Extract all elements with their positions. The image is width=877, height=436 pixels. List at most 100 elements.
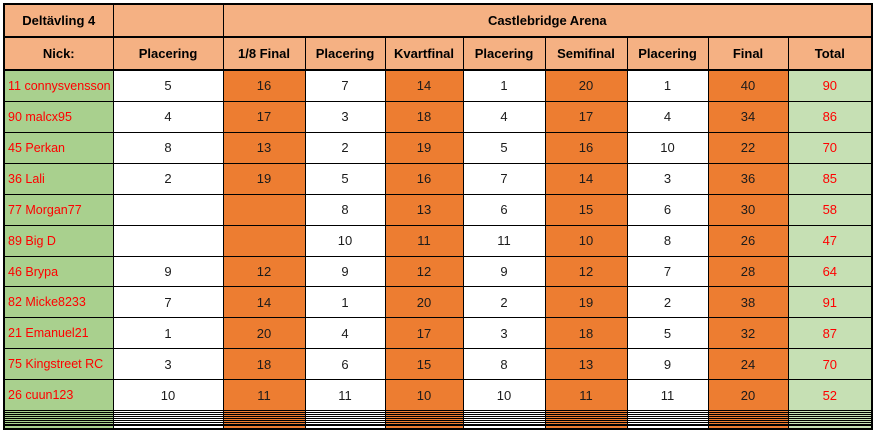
stage-final-cell: 20: [707, 379, 789, 412]
total-cell: 91: [787, 286, 873, 319]
stage-kvartfinal-cell: 18: [384, 101, 464, 133]
stage-semifinal-cell: 14: [544, 162, 628, 195]
placering-cell: 7: [112, 286, 224, 319]
placering-cell: 8: [626, 224, 709, 257]
stage-final-cell: 26: [707, 224, 789, 257]
stage-semifinal-cell: [544, 425, 628, 430]
empty-row: [3, 425, 873, 430]
stage-final-cell: 30: [707, 193, 789, 226]
player-nick-cell: 45 Perkan: [3, 131, 114, 164]
placering-cell: 5: [304, 162, 386, 195]
column-header-row: Nick: Placering 1/8 Final Placering Kvar…: [3, 36, 873, 71]
stage-18final-cell: 11: [222, 379, 306, 412]
placering-cell: 6: [462, 193, 546, 226]
col-header-placering-4: Placering: [626, 36, 709, 71]
placering-cell: 10: [304, 224, 386, 257]
placering-cell: 5: [112, 69, 224, 103]
header-spacer-cell: [112, 3, 224, 38]
player-nick-cell: 75 Kingstreet RC: [3, 348, 114, 381]
stage-semifinal-cell: 12: [544, 255, 628, 288]
stage-kvartfinal-cell: 10: [384, 379, 464, 412]
arena-title: Castlebridge Arena: [222, 3, 873, 38]
placering-cell: 4: [112, 101, 224, 133]
placering-cell: 5: [626, 317, 709, 350]
stage-semifinal-cell: 17: [544, 101, 628, 133]
placering-cell: [112, 425, 224, 430]
placering-cell: 1: [304, 286, 386, 319]
player-nick-cell: 36 Lali: [3, 162, 114, 195]
stage-final-cell: 22: [707, 131, 789, 164]
stage-semifinal-cell: 19: [544, 286, 628, 319]
total-cell: 85: [787, 162, 873, 195]
stage-semifinal-cell: 10: [544, 224, 628, 257]
stage-final-cell: [707, 425, 789, 430]
col-header-kvartfinal: Kvartfinal: [384, 36, 464, 71]
player-nick-cell: 90 malcx95: [3, 101, 114, 133]
col-header-nick: Nick:: [3, 36, 114, 71]
stage-kvartfinal-cell: 16: [384, 162, 464, 195]
col-header-semifinal: Semifinal: [544, 36, 628, 71]
player-nick-cell: 77 Morgan77: [3, 193, 114, 226]
table-row: 46 Brypa 9 12 9 12 9 12 7 28 64: [3, 255, 873, 288]
table-row: 11 connysvensson 5 16 7 14 1 20 1 40 90: [3, 69, 873, 103]
stage-18final-cell: 18: [222, 348, 306, 381]
placering-cell: [304, 425, 386, 430]
stage-kvartfinal-cell: 14: [384, 69, 464, 103]
placering-cell: 3: [626, 162, 709, 195]
stage-18final-cell: [222, 224, 306, 257]
placering-cell: 6: [304, 348, 386, 381]
table-row: 21 Emanuel21 1 20 4 17 3 18 5 32 87: [3, 317, 873, 350]
stage-kvartfinal-cell: 12: [384, 255, 464, 288]
total-cell: 47: [787, 224, 873, 257]
col-header-placering-1: Placering: [112, 36, 224, 71]
results-table: Deltävling 4 Castlebridge Arena Nick: Pl…: [3, 3, 874, 430]
stage-final-cell: 28: [707, 255, 789, 288]
player-nick-cell: 89 Big D: [3, 224, 114, 257]
placering-cell: [626, 425, 709, 430]
stage-semifinal-cell: 15: [544, 193, 628, 226]
player-nick-cell: [3, 425, 114, 430]
placering-cell: [112, 193, 224, 226]
placering-cell: 4: [626, 101, 709, 133]
stage-18final-cell: 19: [222, 162, 306, 195]
player-nick-cell: 21 Emanuel21: [3, 317, 114, 350]
stage-semifinal-cell: 18: [544, 317, 628, 350]
table-row: 77 Morgan77 8 13 6 15 6 30 58: [3, 193, 873, 226]
placering-cell: 11: [462, 224, 546, 257]
stage-semifinal-cell: 11: [544, 379, 628, 412]
table-row: 45 Perkan 8 13 2 19 5 16 10 22 70: [3, 131, 873, 164]
table-row: 36 Lali 2 19 5 16 7 14 3 36 85: [3, 162, 873, 195]
col-header-placering-3: Placering: [462, 36, 546, 71]
placering-cell: 9: [304, 255, 386, 288]
stage-kvartfinal-cell: 15: [384, 348, 464, 381]
placering-cell: 4: [462, 101, 546, 133]
stage-18final-cell: [222, 193, 306, 226]
placering-cell: 2: [626, 286, 709, 319]
placering-cell: 8: [462, 348, 546, 381]
placering-cell: [112, 224, 224, 257]
placering-cell: 9: [462, 255, 546, 288]
player-nick-cell: 11 connysvensson: [3, 69, 114, 103]
player-nick-cell: 26 cuun123: [3, 379, 114, 412]
stage-semifinal-cell: 20: [544, 69, 628, 103]
stage-18final-cell: 17: [222, 101, 306, 133]
placering-cell: 2: [112, 162, 224, 195]
placering-cell: 1: [626, 69, 709, 103]
total-cell: 70: [787, 348, 873, 381]
placering-cell: 8: [112, 131, 224, 164]
placering-cell: 5: [462, 131, 546, 164]
stage-kvartfinal-cell: 11: [384, 224, 464, 257]
placering-cell: 2: [304, 131, 386, 164]
placering-cell: 2: [462, 286, 546, 319]
total-cell: 90: [787, 69, 873, 103]
total-cell: 64: [787, 255, 873, 288]
total-cell: 86: [787, 101, 873, 133]
table-row: 75 Kingstreet RC 3 18 6 15 8 13 9 24 70: [3, 348, 873, 381]
col-header-18-final: 1/8 Final: [222, 36, 306, 71]
total-cell: 87: [787, 317, 873, 350]
stage-18final-cell: [222, 425, 306, 430]
placering-cell: 8: [304, 193, 386, 226]
placering-cell: 3: [112, 348, 224, 381]
stage-18final-cell: 16: [222, 69, 306, 103]
placering-cell: 7: [626, 255, 709, 288]
